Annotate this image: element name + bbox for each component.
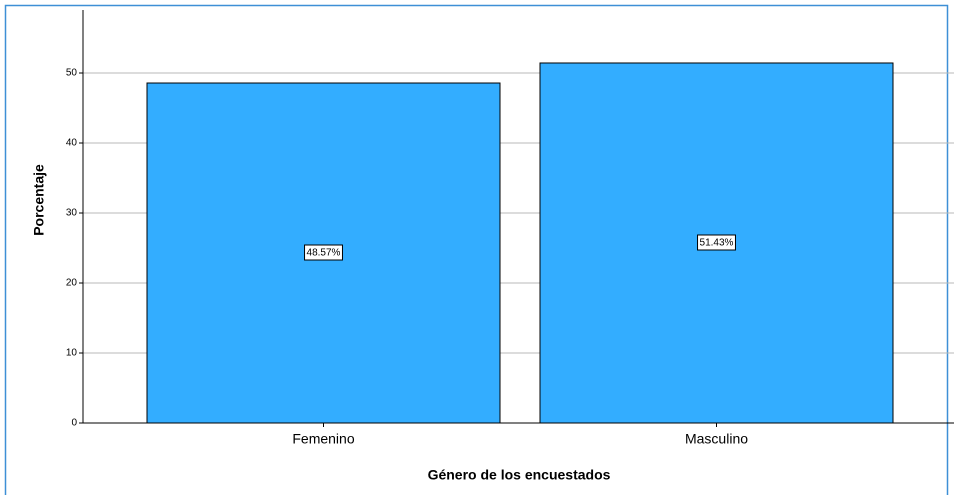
y-tick-label: 20 (66, 278, 78, 289)
y-tick-label: 0 (71, 418, 77, 429)
y-tick-label: 40 (66, 138, 78, 149)
value-label-box (697, 234, 736, 251)
value-label-box (304, 244, 343, 261)
y-axis-title: Porcentaje (31, 164, 47, 236)
x-tick-label: Masculino (685, 431, 748, 447)
y-tick-label: 10 (66, 348, 78, 359)
value-label: 48.57% (307, 248, 341, 259)
y-tick-label: 50 (66, 68, 78, 79)
x-tick-label: Femenino (292, 431, 354, 447)
x-axis-title: Género de los encuestados (428, 467, 611, 483)
value-label: 51.43% (700, 238, 734, 249)
y-tick-label: 30 (66, 208, 78, 219)
